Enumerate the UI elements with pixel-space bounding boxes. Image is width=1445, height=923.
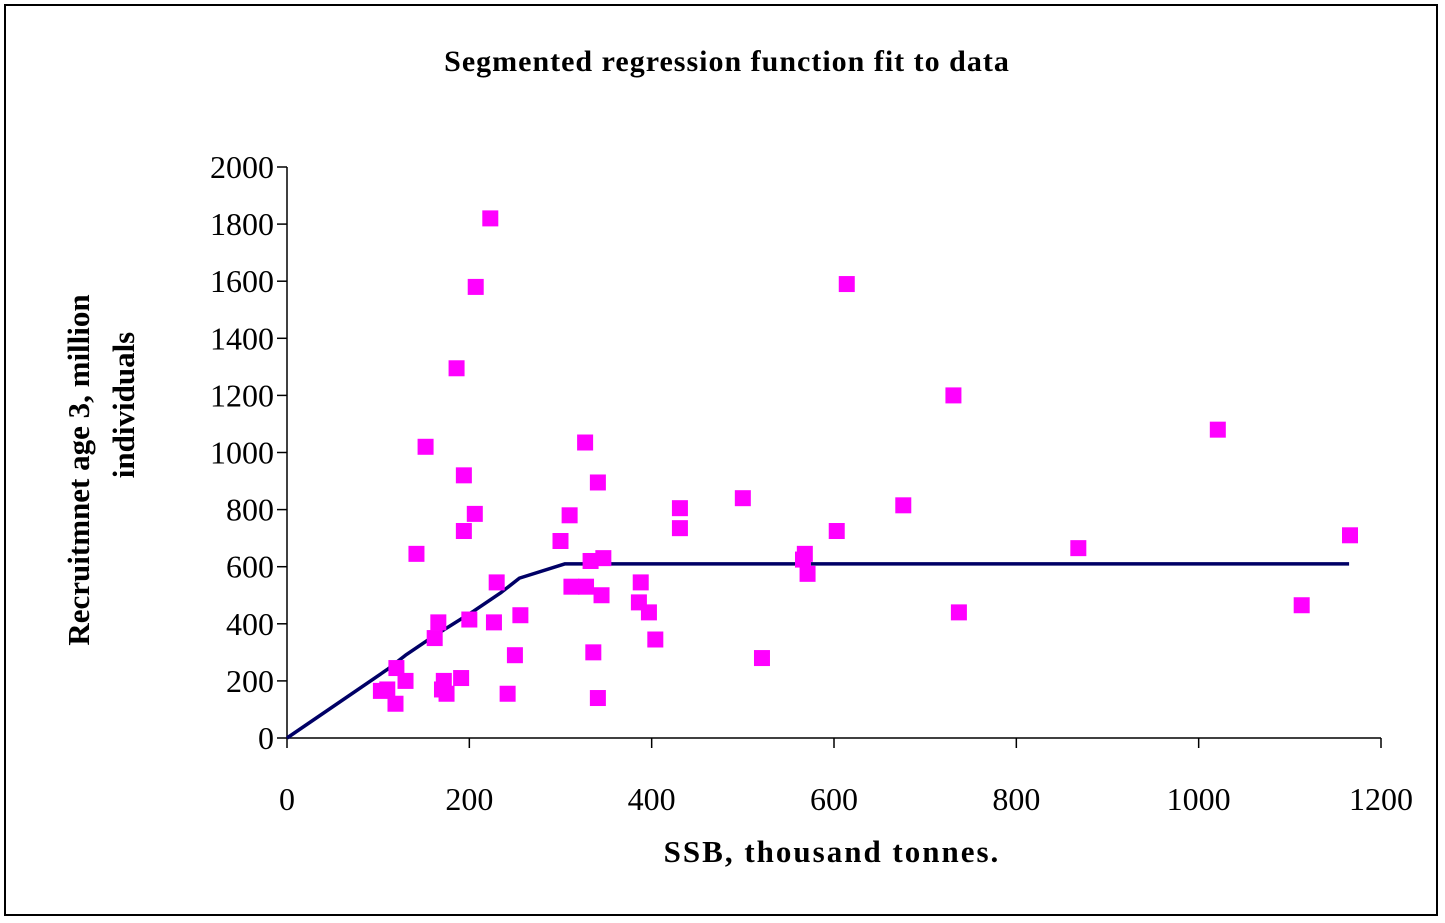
data-point — [1293, 597, 1310, 614]
y-axis-label-line-2: individuals — [106, 332, 141, 478]
data-point — [430, 614, 447, 631]
data-point — [595, 550, 612, 567]
x-axis-label: SSB, thousand tonnes. — [664, 834, 1001, 869]
data-point — [379, 681, 396, 698]
y-axis-label-line-1: Recruitmnet age 3, million — [61, 294, 96, 645]
x-tick-label: 600 — [810, 781, 858, 817]
data-point — [734, 490, 751, 507]
x-tick-label: 400 — [628, 781, 676, 817]
data-point — [589, 474, 606, 491]
data-point — [895, 497, 912, 514]
data-point — [426, 630, 443, 647]
data-point — [435, 672, 452, 689]
data-point — [753, 650, 770, 667]
data-point — [589, 690, 606, 707]
data-point — [563, 578, 580, 595]
x-tick-label: 800 — [992, 781, 1040, 817]
data-point — [671, 520, 688, 537]
data-point — [408, 545, 425, 562]
data-point — [1342, 527, 1359, 544]
data-point — [593, 587, 610, 604]
data-point — [796, 545, 813, 562]
y-tick-label: 800 — [226, 492, 274, 528]
data-point — [552, 533, 569, 550]
data-point — [482, 210, 499, 227]
axes: 0 200 400 600 800 1000 1200 1400 1600 1800 2000 0 20… — [210, 149, 1413, 817]
data-point — [499, 685, 516, 702]
y-tick-label: 1600 — [210, 263, 274, 299]
data-point — [461, 611, 478, 628]
data-point — [388, 660, 405, 677]
y-tick-label: 600 — [226, 549, 274, 585]
data-point — [838, 276, 855, 293]
y-tick-label: 1200 — [210, 377, 274, 413]
data-point — [485, 614, 502, 631]
data-point — [945, 387, 962, 404]
y-tick-label: 1400 — [210, 320, 274, 356]
data-point — [799, 565, 816, 582]
data-point — [387, 695, 404, 712]
x-tick-label: 1200 — [1349, 781, 1413, 817]
data-point — [582, 552, 599, 569]
data-point — [397, 672, 414, 689]
y-tick-label: 400 — [226, 606, 274, 642]
data-points-layer — [372, 210, 1359, 712]
chart-frame — [4, 4, 1438, 916]
data-point — [453, 670, 470, 687]
data-point — [506, 647, 523, 664]
data-point — [647, 631, 664, 648]
data-point — [950, 604, 967, 621]
data-point — [455, 467, 472, 484]
data-point — [578, 578, 595, 595]
y-tick-label: 0 — [258, 720, 274, 756]
data-point — [577, 434, 594, 451]
x-tick-label: 200 — [445, 781, 493, 817]
data-point — [671, 500, 688, 517]
data-point — [1070, 540, 1087, 557]
y-tick-label: 1000 — [210, 435, 274, 471]
y-axis-label: Recruitmnet age 3, million individuals — [61, 294, 141, 645]
segmented-regression-line — [286, 562, 1350, 740]
data-point — [585, 644, 602, 661]
data-point — [467, 278, 484, 295]
data-point — [466, 505, 483, 522]
data-point — [828, 523, 845, 540]
y-tick-label: 200 — [226, 663, 274, 699]
data-point — [455, 523, 472, 540]
y-tick-label: 1800 — [210, 206, 274, 242]
data-point — [640, 604, 657, 621]
data-point — [488, 574, 505, 591]
regression-line-layer — [286, 562, 1350, 740]
data-point — [512, 607, 529, 624]
data-point — [561, 507, 578, 524]
data-point — [632, 574, 649, 591]
data-point — [417, 438, 434, 455]
x-tick-label: 0 — [279, 781, 295, 817]
data-point — [448, 360, 465, 377]
data-point — [438, 685, 455, 702]
y-tick-label: 2000 — [210, 149, 274, 185]
chart-title: Segmented regression function fit to dat… — [444, 45, 1010, 78]
x-tick-label: 1000 — [1167, 781, 1231, 817]
data-point — [1209, 421, 1226, 438]
